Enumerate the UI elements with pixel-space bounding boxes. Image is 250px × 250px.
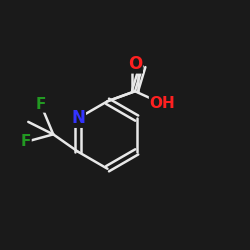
Text: O: O: [128, 55, 142, 73]
Text: N: N: [71, 109, 85, 127]
Text: F: F: [20, 134, 31, 149]
Text: OH: OH: [150, 96, 176, 111]
Text: F: F: [36, 97, 46, 112]
